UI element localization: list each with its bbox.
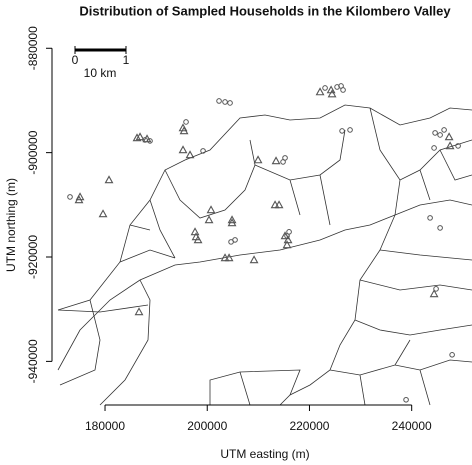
triangle-point: [98, 209, 108, 218]
triangle-point: [274, 200, 284, 209]
circle-point: [142, 137, 148, 143]
x-tick-label: 180000: [85, 419, 125, 433]
triangle-point: [206, 205, 216, 214]
circle-point: [282, 155, 288, 161]
boundary: [209, 339, 472, 406]
scale-start: 0: [72, 53, 79, 67]
circle-point: [433, 286, 439, 292]
circle-point: [347, 127, 353, 133]
circle-point: [441, 127, 447, 133]
y-axis-label: UTM northing (m): [4, 178, 18, 272]
boundary: [99, 279, 151, 406]
triangle-point: [315, 87, 325, 96]
triangle-point: [178, 123, 188, 132]
x-axis-label: UTM easting (m): [220, 447, 309, 461]
y-tick-label: -900000: [26, 130, 40, 174]
circle-point: [322, 85, 328, 91]
boundary: [57, 299, 149, 386]
triangle-point: [178, 145, 188, 154]
triangle-point: [326, 85, 336, 94]
boundary: [57, 199, 472, 371]
circle-point: [232, 237, 238, 243]
triangle-point: [75, 192, 85, 201]
scale-end: 1: [123, 53, 130, 67]
circle-point: [427, 215, 433, 221]
circle-point: [339, 128, 345, 134]
triangle-point: [429, 289, 439, 298]
boundary: [57, 104, 472, 311]
triangle-point: [249, 255, 259, 264]
triangle-point: [227, 215, 237, 224]
circle-point: [437, 225, 443, 231]
circle-point: [216, 98, 222, 104]
x-tick-label: 240000: [392, 419, 432, 433]
triangle-point: [190, 227, 200, 236]
boundary: [369, 107, 472, 216]
triangle-point: [104, 175, 114, 184]
circle-point: [455, 143, 461, 149]
circle-point: [286, 229, 292, 235]
triangle-point: [132, 133, 142, 142]
circle-point: [227, 100, 233, 106]
circle-point: [222, 99, 228, 105]
scale-bar: 0 1 10 km: [72, 46, 130, 80]
triangle-point: [185, 150, 195, 159]
y-tick-label: -920000: [26, 235, 40, 279]
triangle-point: [253, 155, 263, 164]
x-tick-label: 220000: [289, 419, 329, 433]
circle-point: [431, 145, 437, 151]
y-tick-label: -940000: [26, 339, 40, 383]
triangle-point: [74, 195, 84, 204]
x-tick-label: 200000: [187, 419, 227, 433]
scale-length: 10 km: [84, 66, 117, 80]
circle-point: [449, 352, 455, 358]
boundary: [164, 129, 346, 226]
boundaries: [57, 104, 472, 406]
triangle-point: [134, 307, 144, 316]
triangle-point: [135, 132, 145, 141]
circle-point: [340, 87, 346, 93]
triangle-point: [220, 253, 230, 262]
circle-point: [403, 396, 409, 403]
triangle-point: [444, 132, 454, 141]
triangle-point: [204, 215, 214, 224]
triangle-point: [271, 156, 281, 165]
circle-point: [183, 119, 189, 125]
circle-point: [147, 138, 153, 144]
boundary: [119, 199, 176, 263]
triangle-point: [282, 240, 292, 249]
triangle-point: [445, 141, 455, 150]
circle-point: [432, 130, 438, 136]
triangle-point: [280, 231, 290, 240]
boundary: [279, 214, 472, 406]
chart-title: Distribution of Sampled Households in th…: [79, 3, 451, 18]
triangle-point: [193, 235, 203, 244]
triangle-point: [179, 126, 189, 135]
triangle-point: [327, 89, 337, 98]
circle-point: [437, 132, 443, 138]
circle-point: [67, 194, 73, 200]
y-tick-label: -880000: [26, 26, 40, 70]
circle-point: [200, 148, 206, 154]
